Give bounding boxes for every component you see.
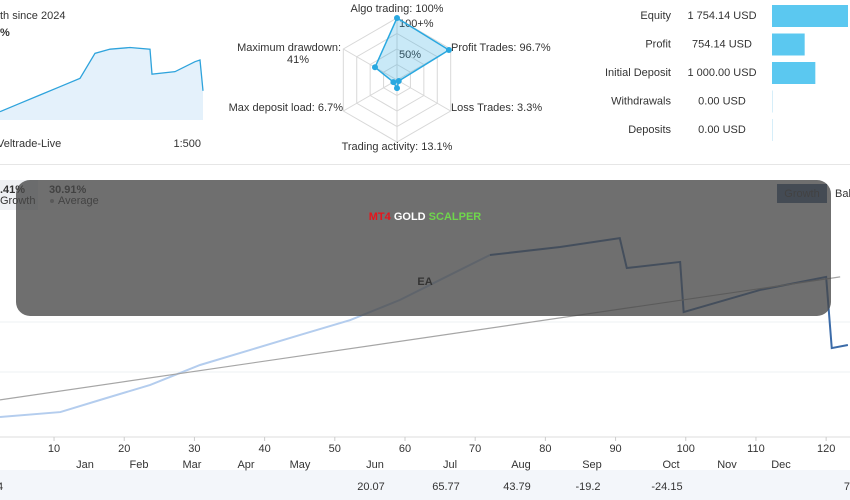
x-tick-label: 110 (747, 443, 765, 455)
radar-spoke (343, 48, 398, 81)
month-label: Sep (582, 459, 602, 471)
x-tick-label: 120 (817, 443, 835, 455)
x-tick-label: 70 (469, 443, 481, 455)
stat-label: Deposits (628, 124, 671, 136)
stat-value: 1 754.14 USD (687, 10, 756, 22)
mini-area (0, 47, 203, 120)
stat-value: 0.00 USD (698, 95, 746, 107)
radar-spoke (396, 79, 451, 112)
x-tick-label: 60 (399, 443, 411, 455)
x-tick-label: 50 (329, 443, 341, 455)
return-value: 7 (844, 481, 850, 493)
month-label: Dec (771, 459, 791, 471)
stat-label: Initial Deposit (605, 67, 671, 79)
month-label: Jan (76, 459, 94, 471)
banner-word: SCALPER (429, 211, 482, 223)
banner-word: GOLD (394, 211, 426, 223)
radar-point (394, 85, 400, 92)
banner-subtitle: EA (417, 276, 432, 288)
radar-label: Loss Trades: 3.3% (451, 102, 542, 114)
stat-label: Equity (640, 10, 671, 22)
radar-point (395, 78, 402, 85)
radar-point (390, 79, 397, 86)
x-tick-label: 90 (609, 443, 621, 455)
stat-label: Withdrawals (611, 95, 671, 107)
x-tick-label: 100 (677, 443, 695, 455)
return-value: -19.2 (575, 481, 600, 493)
month-label: Nov (717, 459, 737, 471)
x-tick-label: 80 (539, 443, 551, 455)
month-label: May (290, 459, 311, 471)
radar-point (371, 64, 378, 71)
month-label: Apr (237, 459, 254, 471)
return-value: 20.07 (357, 481, 385, 493)
radar-spoke (343, 79, 398, 112)
radar-ring-label: 50% (399, 49, 421, 61)
radar-label: Profit Trades: 96.7% (451, 42, 551, 54)
radar-point (445, 47, 452, 54)
radar-label: Max deposit load: 6.7% (229, 102, 344, 114)
radar-label: Maximum drawdown: 41% (237, 42, 341, 66)
stat-bar (772, 90, 773, 113)
banner-title: MT4 GOLD SCALPER (369, 211, 482, 223)
month-label: Jun (366, 459, 384, 471)
return-value: 4 (0, 481, 3, 493)
month-label: Mar (183, 459, 202, 471)
returns-row-bg (0, 470, 850, 500)
x-tick-label: 20 (118, 443, 130, 455)
banner-word: MT4 (369, 211, 392, 223)
month-label: Aug (511, 459, 531, 471)
stat-value: 1 000.00 USD (687, 67, 756, 79)
radar-label: Algo trading: 100% (351, 3, 444, 15)
radar-shape (374, 16, 451, 91)
tab-label[interactable]: Bal (835, 188, 850, 200)
radar-point (394, 15, 400, 21)
x-tick-label: 40 (258, 443, 270, 455)
mini-line (0, 46, 204, 113)
return-value: 43.79 (503, 481, 531, 493)
month-label: Oct (662, 459, 679, 471)
return-value: -24.15 (651, 481, 682, 493)
x-tick-label: 30 (188, 443, 200, 455)
stat-value: 0.00 USD (698, 124, 746, 136)
radar-ring-label: 100+% (399, 18, 434, 30)
banner (16, 180, 831, 316)
leverage: 1:500 (173, 138, 201, 150)
stat-bar (772, 33, 805, 56)
radar-label: Trading activity: 13.1% (342, 141, 453, 153)
month-label: Jul (443, 459, 457, 471)
return-value: 65.77 (432, 481, 460, 493)
broker: Veltrade-Live (0, 138, 61, 150)
x-tick-label: 10 (48, 443, 60, 455)
stat-label: Profit (645, 38, 671, 50)
month-label: Feb (130, 459, 149, 471)
stat-bar (772, 119, 773, 141)
stat-bar (772, 62, 816, 84)
growth-caption: th since 2024 (0, 10, 65, 22)
stat-bar (772, 5, 848, 27)
growth-value: % (0, 27, 10, 39)
stat-value: 754.14 USD (692, 38, 752, 50)
divider (0, 164, 850, 165)
